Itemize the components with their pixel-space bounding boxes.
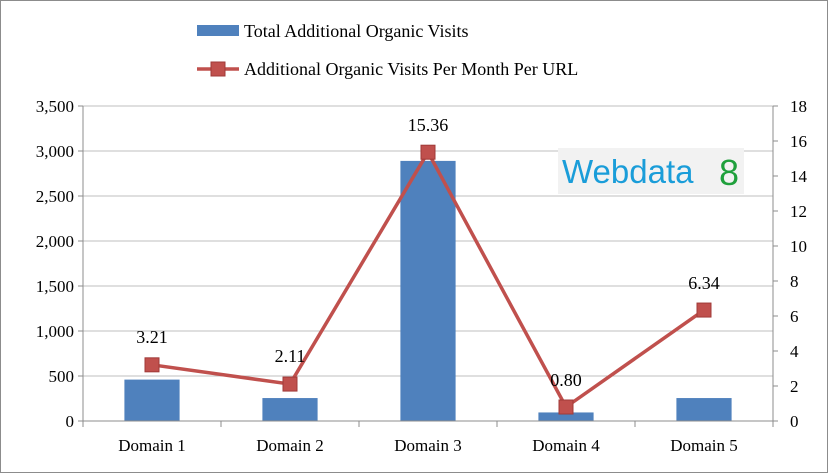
line-point-marker <box>144 357 160 373</box>
legend: Total Additional Organic Visits Additiona… <box>197 21 578 79</box>
right-axis-tick-label: 16 <box>790 132 807 151</box>
line-point-marker <box>558 399 574 415</box>
right-axis-tick-label: 10 <box>790 237 807 256</box>
left-axis-tick-label: 0 <box>66 412 75 431</box>
right-axis-tick-label: 18 <box>790 97 807 116</box>
data-label: 0.80 <box>550 370 582 390</box>
right-axis-tick-label: 12 <box>790 202 807 221</box>
right-axis-tick-label: 14 <box>790 167 808 186</box>
x-axis-tick-label: Domain 3 <box>394 436 462 455</box>
data-label: 2.11 <box>275 346 306 366</box>
legend-line-marker <box>210 61 226 77</box>
bar <box>676 398 732 421</box>
bar <box>124 379 180 421</box>
left-axis-tick-label: 1,500 <box>36 277 74 296</box>
legend-label: Total Additional Organic Visits <box>244 21 468 41</box>
data-label: 3.21 <box>136 327 168 347</box>
legend-label: Additional Organic Visits Per Month Per … <box>244 59 578 79</box>
left-axis-tick-label: 2,500 <box>36 187 74 206</box>
left-axis-tick-label: 3,500 <box>36 97 74 116</box>
bar <box>400 160 456 421</box>
left-axis-tick-label: 3,000 <box>36 142 74 161</box>
left-axis-tick-label: 1,000 <box>36 322 74 341</box>
line-point-marker <box>282 376 298 392</box>
bar-series <box>124 160 732 421</box>
logo-background <box>558 148 744 194</box>
right-axis-tick-label: 6 <box>790 307 799 326</box>
line-point-marker <box>420 144 436 160</box>
right-axis-tick-label: 2 <box>790 377 799 396</box>
line-series <box>144 144 712 415</box>
x-axis-tick-label: Domain 2 <box>256 436 324 455</box>
webdata8-logo: Webdata 8 <box>558 148 744 194</box>
line-point-marker <box>696 302 712 318</box>
bar <box>538 412 594 421</box>
left-axis-tick-label: 500 <box>49 367 75 386</box>
logo-number: 8 <box>719 152 739 193</box>
data-label: 15.36 <box>408 115 449 135</box>
bar <box>262 398 318 421</box>
x-axis-tick-label: Domain 4 <box>532 436 600 455</box>
logo-text: Webdata <box>562 153 694 190</box>
data-labels: 3.21 2.11 15.36 0.80 6.34 <box>136 115 720 390</box>
x-axis-tick-label: Domain 5 <box>670 436 738 455</box>
x-axis-tick-label: Domain 1 <box>118 436 186 455</box>
axes: 0 500 1,000 1,500 2,000 2,500 3,000 3,500 0 2 4 6 8 1… <box>36 97 808 455</box>
left-axis-tick-label: 2,000 <box>36 232 74 251</box>
right-axis-tick-label: 0 <box>790 412 799 431</box>
right-axis-tick-label: 4 <box>790 342 799 361</box>
data-label: 6.34 <box>688 273 720 293</box>
right-axis-tick-label: 8 <box>790 272 799 291</box>
legend-bar-swatch <box>197 25 239 36</box>
